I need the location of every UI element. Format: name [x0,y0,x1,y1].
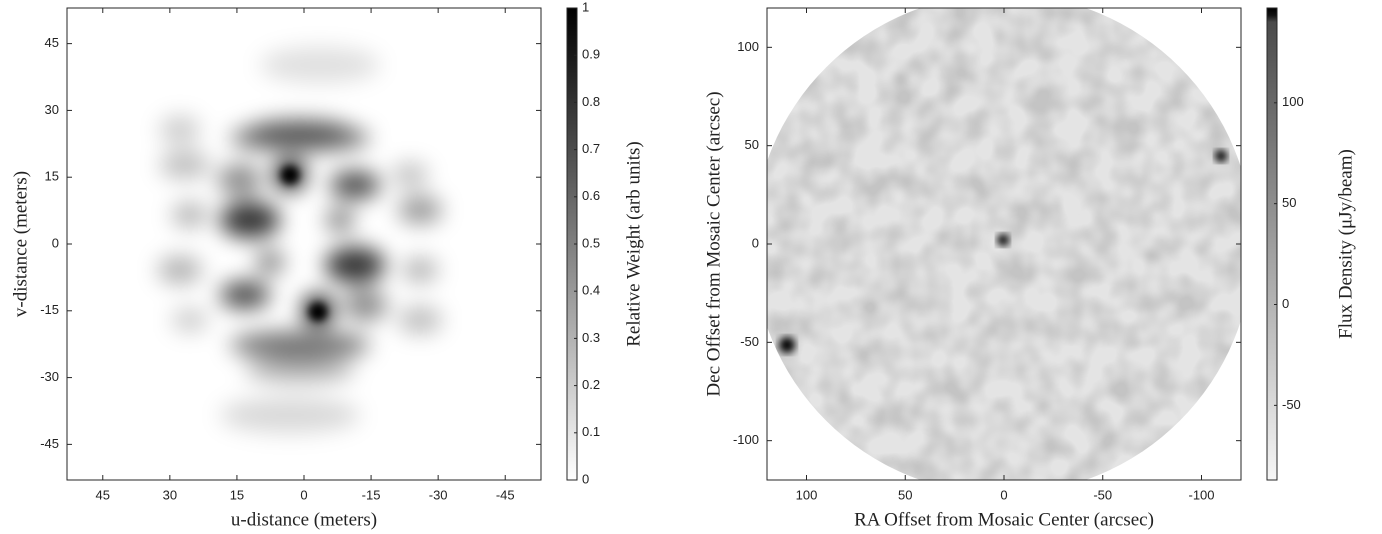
x-tick-label: -15 [362,487,381,502]
y-tick-label: 45 [45,35,59,50]
y-tick-label: 15 [45,169,59,184]
colorbar-tick-label: 0.8 [582,94,600,109]
x-axis-label: u-distance (meters) [231,509,377,530]
colorbar-tick-label: 0 [582,471,589,486]
x-tick-label: -100 [1188,487,1214,502]
colorbar [567,8,577,480]
y-tick-label: -50 [740,334,759,349]
colorbar-label: Relative Weight (arb units) [623,141,644,346]
y-tick-label: -15 [40,302,59,317]
colorbar-tick-label: 0.3 [582,330,600,345]
colorbar-tick-label: 1 [582,0,589,14]
x-axis-label: RA Offset from Mosaic Center (arcsec) [854,509,1154,530]
colorbar-tick-label: 0.5 [582,235,600,250]
colorbar-tick-label: 0.1 [582,424,600,439]
colorbar-box [1266,7,1278,481]
colorbar-tick-label: 0.4 [582,283,600,298]
uv-image [158,47,442,433]
x-tick-label: 50 [898,487,912,502]
x-tick-label: 30 [163,487,177,502]
y-tick-label: 50 [745,137,759,152]
x-tick-label: 0 [300,487,307,502]
colorbar-tick-label: 0.7 [582,141,600,156]
flux-image [767,8,1241,480]
y-axis-label: v-distance (meters) [10,171,31,317]
x-tick-label: -45 [496,487,515,502]
colorbar-tick-label: 50 [1282,195,1296,210]
x-tick-label: 100 [796,487,818,502]
colorbar-tick-label: 100 [1282,94,1304,109]
x-tick-label: -50 [1093,487,1112,502]
y-tick-label: 0 [752,235,759,250]
colorbar-label: Flux Density (μJy/beam) [1335,149,1356,339]
colorbar-tick-label: 0.6 [582,188,600,203]
x-tick-label: -30 [429,487,448,502]
y-tick-label: -100 [733,432,759,447]
colorbar [1267,8,1277,480]
colorbar-tick-label: 0.2 [582,377,600,392]
y-tick-label: -30 [40,369,59,384]
x-tick-label: 15 [230,487,244,502]
y-tick-label: 0 [52,235,59,250]
y-tick-label: 100 [737,39,759,54]
colorbar-tick-label: 0 [1282,296,1289,311]
x-tick-label: 45 [96,487,110,502]
colorbar-tick-label: -50 [1282,397,1301,412]
y-tick-label: 30 [45,102,59,117]
x-tick-label: 0 [1000,487,1007,502]
colorbar-tick-label: 0.9 [582,47,600,62]
y-tick-label: -45 [40,436,59,451]
y-axis-label: Dec Offset from Mosaic Center (arcsec) [703,91,724,396]
